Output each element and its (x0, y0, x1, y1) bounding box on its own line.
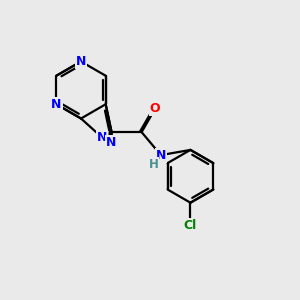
Text: N: N (51, 98, 62, 111)
Text: N: N (97, 131, 107, 144)
Text: N: N (156, 148, 166, 162)
Text: N: N (76, 55, 86, 68)
Text: Cl: Cl (184, 219, 197, 232)
Text: N: N (106, 136, 116, 148)
Text: O: O (150, 102, 160, 115)
Text: H: H (148, 158, 158, 171)
